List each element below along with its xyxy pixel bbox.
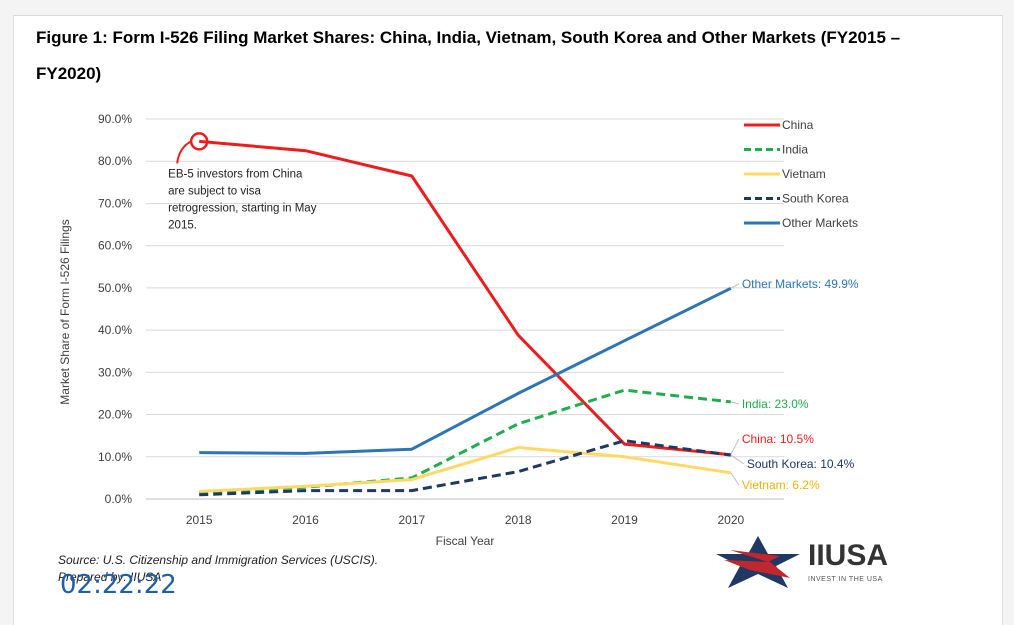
annotation-text: EB-5 investors from China [168,168,303,180]
legend-label: India [782,143,808,157]
x-tick-label: 2019 [611,513,638,527]
x-axis-title: Fiscal Year [436,534,495,548]
end-label-leader [730,401,739,405]
legend-label: Vietnam [782,167,826,181]
end-label: Vietnam: 6.2% [742,478,820,492]
prepared-by-note: Prepared by: IIUSA [58,570,162,584]
legend-label: South Korea [782,192,849,206]
x-tick-label: 2017 [398,513,425,527]
legend-label: Other Markets [782,216,858,230]
end-label: South Korea: 10.4% [747,457,855,471]
series-line-india [199,388,731,495]
x-tick-label: 2015 [186,513,213,527]
y-tick-label: 50.0% [98,281,132,295]
y-tick-label: 80.0% [98,154,132,168]
iiusa-logo: IIUSA INVEST IN THE USA [710,532,900,592]
source-note: Source: U.S. Citizenship and Immigration… [58,553,379,567]
series-line-vietnam [199,446,732,493]
figure-title: Figure 1: Form I-526 Filing Market Share… [36,28,901,83]
annotation-text: are subject to visa [168,185,261,197]
annotation-text: 2015. [168,219,197,231]
end-label-leader [730,454,745,465]
legend-label: China [782,118,814,132]
y-tick-label: 10.0% [98,450,132,464]
end-label-leader [730,283,740,289]
end-label: Other Markets: 49.9% [742,277,859,291]
y-tick-label: 30.0% [98,365,132,379]
end-label: China: 10.5% [742,432,814,446]
annotation-pointer [176,140,192,164]
y-tick-label: 60.0% [98,239,132,253]
end-label-leader [730,438,740,455]
x-tick-label: 2020 [717,513,744,527]
series-line-south-korea [199,439,732,497]
end-label: India: 23.0% [742,397,809,411]
y-tick-label: 0.0% [105,492,133,506]
y-tick-label: 90.0% [98,112,132,126]
y-axis-title: Market Share of Form I-526 Filings [58,219,72,404]
x-tick-label: 2016 [292,513,319,527]
series-line-china [199,139,731,457]
end-label-leader [730,472,740,486]
star-logo-icon [716,536,800,588]
y-tick-label: 70.0% [98,196,132,210]
y-tick-label: 20.0% [98,408,132,422]
logo-text: IIUSA [808,539,889,572]
series-line-other-markets [199,286,732,455]
x-tick-label: 2018 [505,513,532,527]
y-tick-label: 40.0% [98,323,132,337]
logo-tagline: INVEST IN THE USA [808,576,883,583]
video-timestamp: 02:22:22 [60,570,177,600]
annotation-text: retrogression, starting in May [168,202,317,214]
